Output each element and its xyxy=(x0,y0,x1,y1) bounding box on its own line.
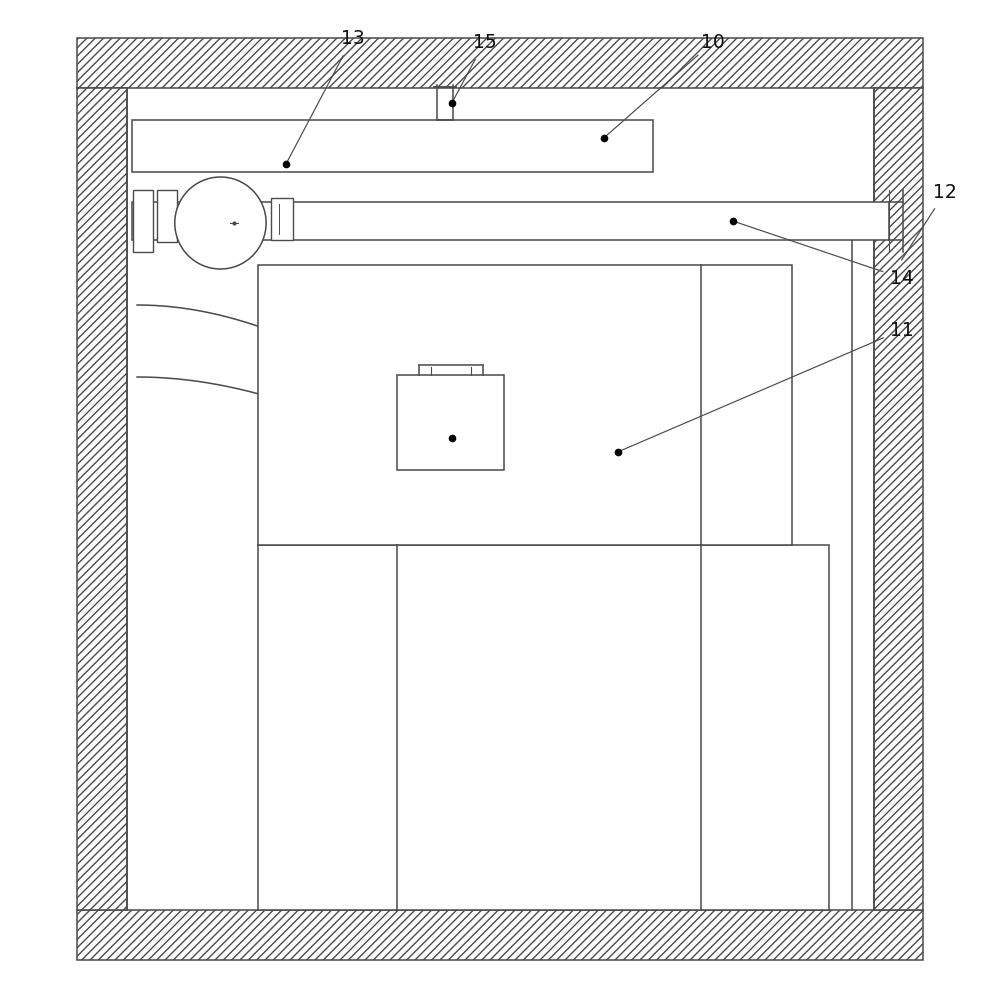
Bar xyxy=(874,88,923,910)
Bar xyxy=(133,190,153,252)
Text: 11: 11 xyxy=(890,320,914,340)
Text: 12: 12 xyxy=(933,182,957,202)
Bar xyxy=(258,545,829,910)
Bar xyxy=(397,375,504,470)
Bar xyxy=(157,190,177,242)
Text: 15: 15 xyxy=(473,32,496,51)
Text: 14: 14 xyxy=(890,268,914,288)
Bar xyxy=(77,88,127,910)
Text: 13: 13 xyxy=(341,28,364,47)
Text: 10: 10 xyxy=(701,32,725,51)
Bar xyxy=(258,265,792,545)
Bar xyxy=(127,88,874,910)
Bar xyxy=(271,198,293,240)
Bar xyxy=(77,38,923,88)
Circle shape xyxy=(175,177,266,269)
Bar xyxy=(132,202,889,240)
Bar xyxy=(132,120,653,172)
Bar xyxy=(77,910,923,960)
